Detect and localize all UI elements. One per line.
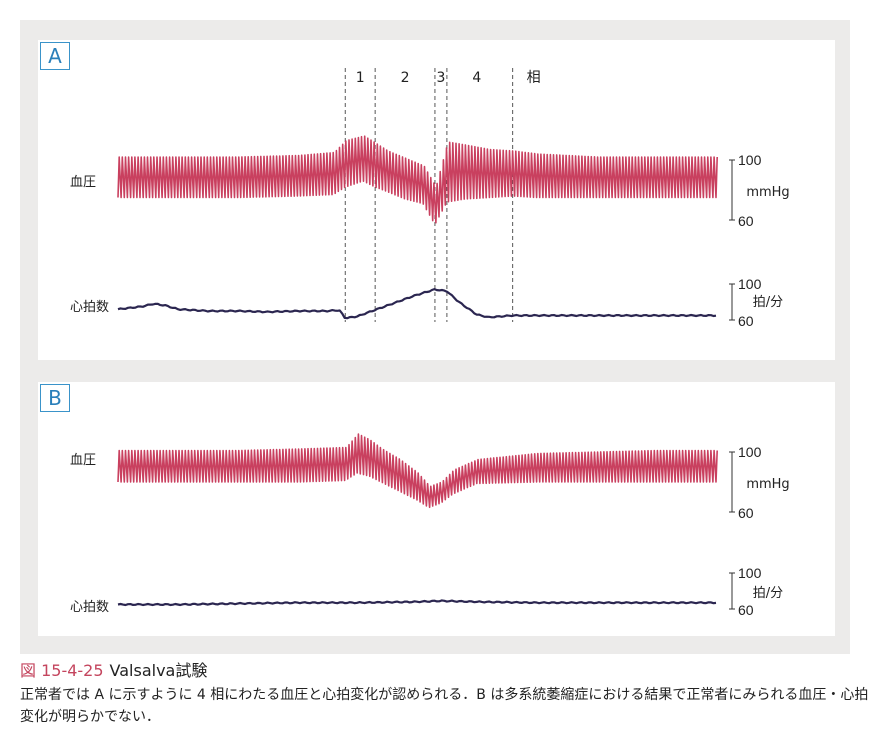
panel-b-bp-tick-label-60: 60 [738, 505, 754, 521]
phase-label-1: 1 [356, 70, 365, 86]
panel-a-bp-label: 血圧 [70, 175, 96, 190]
panel-b-label: B [40, 384, 70, 412]
caption-body: 正常者では A に示すように 4 相にわたる血圧と心拍変化が認められる．B は多… [20, 687, 869, 725]
panel-b-hr-tick-label-100: 100 [738, 565, 762, 581]
panel-a-bp-tick-label-60: 60 [738, 213, 754, 229]
phase-label-3: 3 [436, 70, 445, 86]
panel-b-hr-units: 拍/分 [753, 586, 783, 601]
panel-a-hr-trace [117, 288, 717, 320]
panel-b-bp-tick-label-100: 100 [738, 444, 762, 460]
panel-b-bp-label: 血圧 [70, 453, 96, 468]
panel-b-hr-label: 心拍数 [70, 600, 109, 615]
panel-a-bp-units: mmHg [746, 185, 789, 200]
panel-a-hr-units: 拍/分 [753, 295, 783, 310]
panel-a: A 1 2 3 4 相血圧心拍数 100 60 mmHg 100 60 拍/分 [38, 40, 835, 360]
figure-caption: 図 15-4-25 Valsalva試験 正常者では A に示すように 4 相にわ… [20, 660, 870, 728]
phase-label-4: 4 [472, 70, 481, 86]
figure-title: Valsalva試験 [109, 661, 208, 680]
panel-a-bp-tick-label-100: 100 [738, 152, 762, 168]
panel-b-bp-trace [117, 433, 718, 509]
panel-a-bp-trace [117, 135, 718, 224]
panel-a-label: A [40, 42, 70, 70]
panel-b-bp-units: mmHg [746, 477, 789, 492]
panel-b: B 血圧 心拍数 100 60 mmHg 100 60 拍/分 [38, 382, 835, 636]
phase-label-5: 相 [527, 70, 541, 86]
panel-b-hr-trace [117, 599, 717, 607]
caption-title-line: 図 15-4-25 Valsalva試験 [20, 660, 870, 682]
panel-a-hr-tick-label-60: 60 [738, 313, 754, 329]
phase-label-2: 2 [401, 70, 410, 86]
panel-b-hr-tick-label-60: 60 [738, 602, 754, 618]
figure-number: 図 15-4-25 [20, 661, 104, 680]
panel-a-hr-label: 心拍数 [70, 300, 109, 315]
panel-a-hr-tick-label-100: 100 [738, 276, 762, 292]
